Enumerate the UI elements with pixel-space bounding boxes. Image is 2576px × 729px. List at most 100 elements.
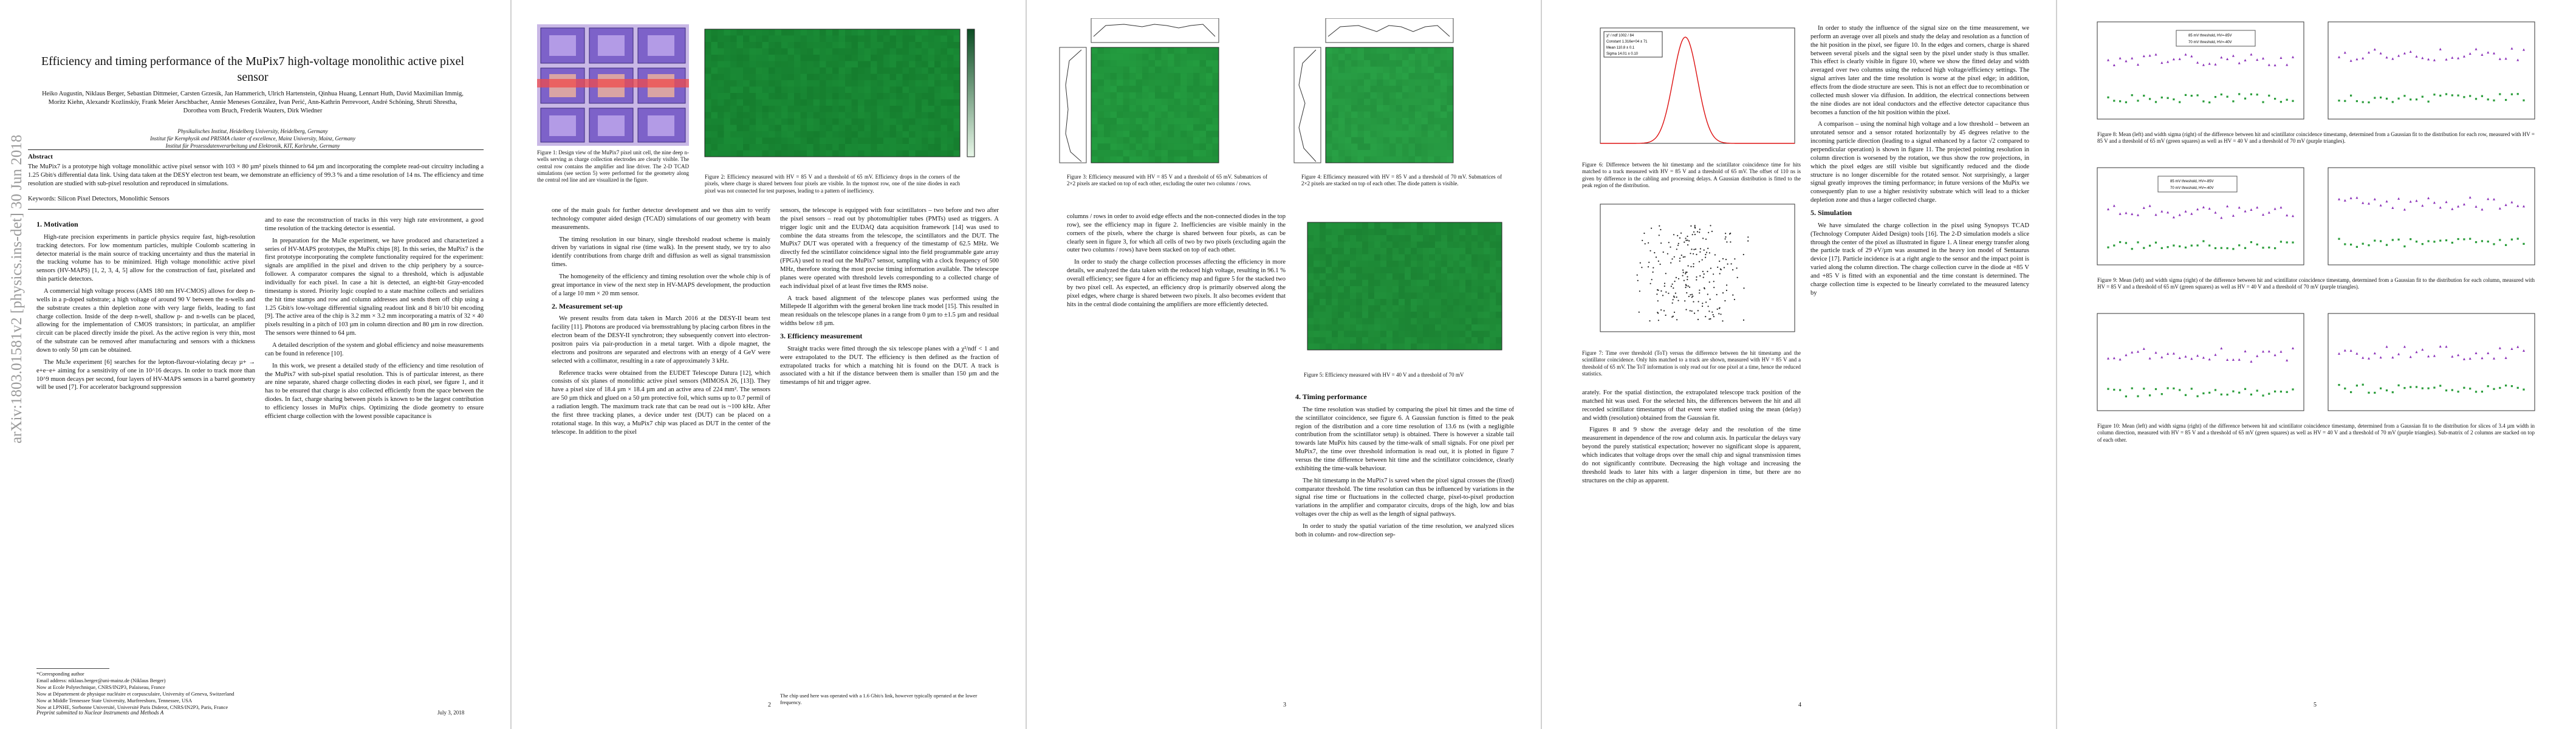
scatter-point xyxy=(1673,296,1675,298)
map-cell xyxy=(826,86,832,93)
map-cell xyxy=(1490,324,1496,331)
map-cell xyxy=(820,137,826,144)
map-cell xyxy=(896,48,903,55)
map-cell xyxy=(794,29,801,36)
map-cell xyxy=(902,144,909,151)
map-cell xyxy=(1307,299,1314,306)
scatter-point xyxy=(1667,253,1668,255)
map-cell xyxy=(1180,131,1187,137)
map-cell xyxy=(1206,92,1213,99)
map-cell xyxy=(775,99,781,106)
map-cell xyxy=(851,86,858,93)
map-cell xyxy=(1104,47,1111,54)
map-cell xyxy=(915,125,922,131)
map-cell xyxy=(1408,149,1415,157)
map-cell xyxy=(1421,79,1428,86)
map-cell xyxy=(1344,267,1350,273)
map-cell xyxy=(813,125,820,131)
scatter-point xyxy=(1651,227,1653,229)
scatter-point xyxy=(1687,276,1688,278)
map-cell xyxy=(877,29,883,36)
paragraph: Reference tracks were obtained from the … xyxy=(552,369,770,436)
map-cell xyxy=(718,35,724,42)
map-cell xyxy=(889,125,896,131)
scatter-point xyxy=(1686,292,1688,294)
map-cell xyxy=(1368,228,1374,235)
map-cell xyxy=(1110,92,1117,99)
map-cell xyxy=(1421,73,1428,80)
map-cell xyxy=(1161,111,1168,118)
map-cell xyxy=(845,42,852,49)
map-cell xyxy=(1496,318,1502,324)
map-cell xyxy=(1338,324,1344,331)
map-cell xyxy=(1417,343,1423,350)
map-cell xyxy=(1440,111,1447,118)
map-cell xyxy=(1332,92,1338,99)
map-cell xyxy=(1435,228,1441,235)
green-square-marker xyxy=(2256,94,2258,96)
map-cell xyxy=(1459,318,1465,324)
map-cell xyxy=(1447,279,1453,286)
map-cell xyxy=(1405,273,1411,280)
purple-triangle-marker xyxy=(2462,203,2465,206)
map-cell xyxy=(928,80,934,87)
scatter-point xyxy=(1698,261,1701,262)
map-cell xyxy=(775,144,781,151)
green-square-marker xyxy=(2410,238,2412,241)
scatter-point xyxy=(1718,313,1720,315)
map-cell xyxy=(1496,248,1502,255)
purple-triangle-marker xyxy=(2273,207,2276,210)
purple-triangle-marker xyxy=(2439,345,2442,348)
scatter-point xyxy=(1705,256,1707,258)
map-cell xyxy=(832,118,839,125)
map-cell xyxy=(1344,337,1350,344)
map-cell xyxy=(1193,143,1200,150)
purple-triangle-marker xyxy=(2343,51,2346,54)
map-cell xyxy=(1187,98,1193,105)
map-cell xyxy=(902,48,909,55)
footnote: Now at Département de physique nucléaire… xyxy=(36,691,235,697)
purple-triangle-marker xyxy=(2338,197,2340,200)
map-cell xyxy=(889,55,896,61)
green-square-marker xyxy=(2232,248,2235,250)
map-cell xyxy=(1471,324,1478,331)
map-cell xyxy=(736,150,743,157)
map-cell xyxy=(769,42,775,49)
map-cell xyxy=(775,93,781,100)
scatter-point xyxy=(1702,238,1704,239)
map-cell xyxy=(1434,47,1440,54)
map-cell xyxy=(1396,111,1402,118)
map-cell xyxy=(1326,73,1332,80)
scatter-point xyxy=(1674,281,1676,282)
map-cell xyxy=(730,61,737,67)
map-cell xyxy=(1091,79,1098,86)
map-cell xyxy=(1440,92,1447,99)
map-cell xyxy=(1097,156,1104,163)
map-cell xyxy=(800,48,807,55)
scatter-point xyxy=(1660,309,1662,311)
scatter-point xyxy=(1660,242,1662,244)
map-cell xyxy=(800,74,807,80)
map-cell xyxy=(749,106,756,112)
map-cell xyxy=(864,61,871,67)
map-cell xyxy=(832,150,839,157)
green-square-marker xyxy=(2226,394,2228,396)
map-cell xyxy=(1097,118,1104,125)
map-cell xyxy=(1405,330,1411,337)
map-cell xyxy=(743,150,750,157)
map-cell xyxy=(800,112,807,118)
map-cell xyxy=(877,150,883,157)
map-cell xyxy=(775,67,781,74)
map-cell xyxy=(902,80,909,87)
map-cell xyxy=(877,112,883,118)
map-cell xyxy=(1428,118,1434,125)
map-cell xyxy=(922,74,928,80)
mean-vs-column-plot: 85 mV threshold, HV=-85V 70 mV threshold… xyxy=(2097,167,2304,265)
scatter-point xyxy=(1677,234,1679,236)
map-cell xyxy=(877,125,883,131)
projection-frame xyxy=(1091,18,1219,43)
map-cell xyxy=(1389,79,1396,86)
purple-triangle-marker xyxy=(2362,356,2365,359)
map-cell xyxy=(1161,131,1168,137)
scatter-point xyxy=(1654,252,1656,254)
